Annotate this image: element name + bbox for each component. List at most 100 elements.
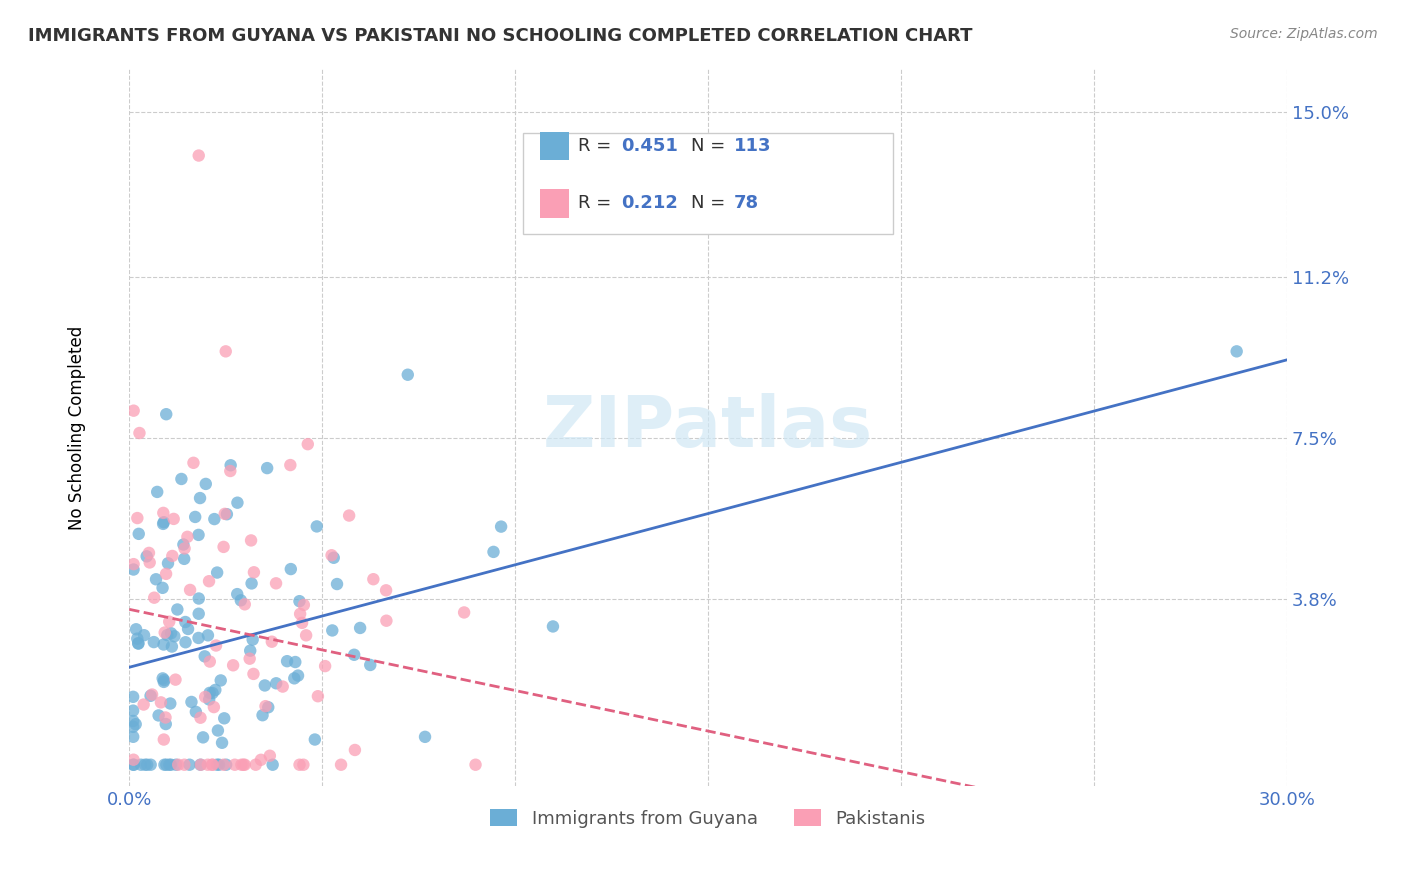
Immigrants from Guyana [198,692,221,706]
Text: N =: N = [690,194,731,212]
Immigrants from Guyana [197,628,219,642]
Immigrants from Guyana [166,602,188,616]
Text: N =: N = [690,137,731,155]
Pakistanis [179,582,201,597]
Immigrants from Guyana [321,624,343,638]
Immigrants from Guyana [396,368,419,382]
Immigrants from Guyana [359,657,381,672]
Immigrants from Guyana [208,757,231,772]
Pakistanis [214,507,236,521]
Immigrants from Guyana [257,700,280,714]
Immigrants from Guyana [152,638,174,652]
Pakistanis [307,690,329,704]
Immigrants from Guyana [188,491,211,505]
Immigrants from Guyana [122,690,145,704]
Immigrants from Guyana [283,671,305,685]
Immigrants from Guyana [153,674,176,689]
Immigrants from Guyana [128,526,150,541]
Pakistanis [271,680,294,694]
Pakistanis [215,344,238,359]
Pakistanis [155,566,177,581]
Immigrants from Guyana [177,622,200,636]
Pakistanis [297,437,319,451]
Pakistanis [138,556,160,570]
Immigrants from Guyana [129,757,152,772]
Immigrants from Guyana [482,545,505,559]
Immigrants from Guyana [202,512,225,526]
Pakistanis [127,511,149,525]
Pakistanis [167,757,190,772]
Immigrants from Guyana [205,566,228,580]
Pakistanis [143,591,166,605]
Immigrants from Guyana [229,593,252,607]
Immigrants from Guyana [541,619,564,633]
Immigrants from Guyana [152,581,174,595]
Pakistanis [242,667,264,681]
Immigrants from Guyana [276,654,298,668]
Immigrants from Guyana [194,477,217,491]
Pakistanis [155,710,177,724]
Pakistanis [173,541,195,556]
Legend: Immigrants from Guyana, Pakistanis: Immigrants from Guyana, Pakistanis [484,802,934,835]
Pakistanis [233,757,256,772]
Immigrants from Guyana [127,637,149,651]
Immigrants from Guyana [122,757,145,772]
Pakistanis [363,572,385,586]
FancyBboxPatch shape [540,132,569,161]
Immigrants from Guyana [127,636,149,650]
Immigrants from Guyana [139,757,162,772]
Immigrants from Guyana [148,708,170,723]
Immigrants from Guyana [125,717,148,731]
Pakistanis [288,607,311,621]
Immigrants from Guyana [226,496,249,510]
Immigrants from Guyana [349,621,371,635]
Pakistanis [132,698,155,712]
Pakistanis [224,757,246,772]
Immigrants from Guyana [165,757,187,772]
Text: No Schooling Completed: No Schooling Completed [67,326,86,530]
Pakistanis [198,574,221,589]
Immigrants from Guyana [256,461,278,475]
Pakistanis [375,614,398,628]
Immigrants from Guyana [304,732,326,747]
Immigrants from Guyana [156,556,179,570]
Pakistanis [163,512,186,526]
Immigrants from Guyana [125,622,148,636]
Immigrants from Guyana [122,730,145,744]
Immigrants from Guyana [287,668,309,682]
Immigrants from Guyana [145,572,167,586]
Immigrants from Guyana [163,629,186,643]
Text: 0.451: 0.451 [621,137,678,155]
Pakistanis [138,546,160,560]
Immigrants from Guyana [187,591,209,606]
Pakistanis [190,757,212,772]
Immigrants from Guyana [153,673,176,687]
Immigrants from Guyana [252,708,274,723]
Pakistanis [141,688,163,702]
Immigrants from Guyana [152,516,174,531]
Immigrants from Guyana [194,649,217,664]
Pakistanis [250,753,273,767]
Pakistanis [343,743,366,757]
Pakistanis [375,583,398,598]
Pakistanis [464,757,486,772]
Pakistanis [205,639,228,653]
Immigrants from Guyana [187,607,209,621]
Immigrants from Guyana [160,640,183,654]
Immigrants from Guyana [142,635,165,649]
Pakistanis [128,425,150,440]
Immigrants from Guyana [155,757,177,772]
Text: 78: 78 [734,194,759,212]
Immigrants from Guyana [190,757,212,772]
Immigrants from Guyana [139,689,162,703]
Pakistanis [198,655,221,669]
Immigrants from Guyana [211,736,233,750]
Immigrants from Guyana [174,615,197,629]
Immigrants from Guyana [122,757,145,772]
Immigrants from Guyana [134,757,156,772]
Immigrants from Guyana [156,628,179,642]
Immigrants from Guyana [172,537,194,551]
Pakistanis [153,625,176,640]
Immigrants from Guyana [198,686,221,700]
Pakistanis [245,757,267,772]
